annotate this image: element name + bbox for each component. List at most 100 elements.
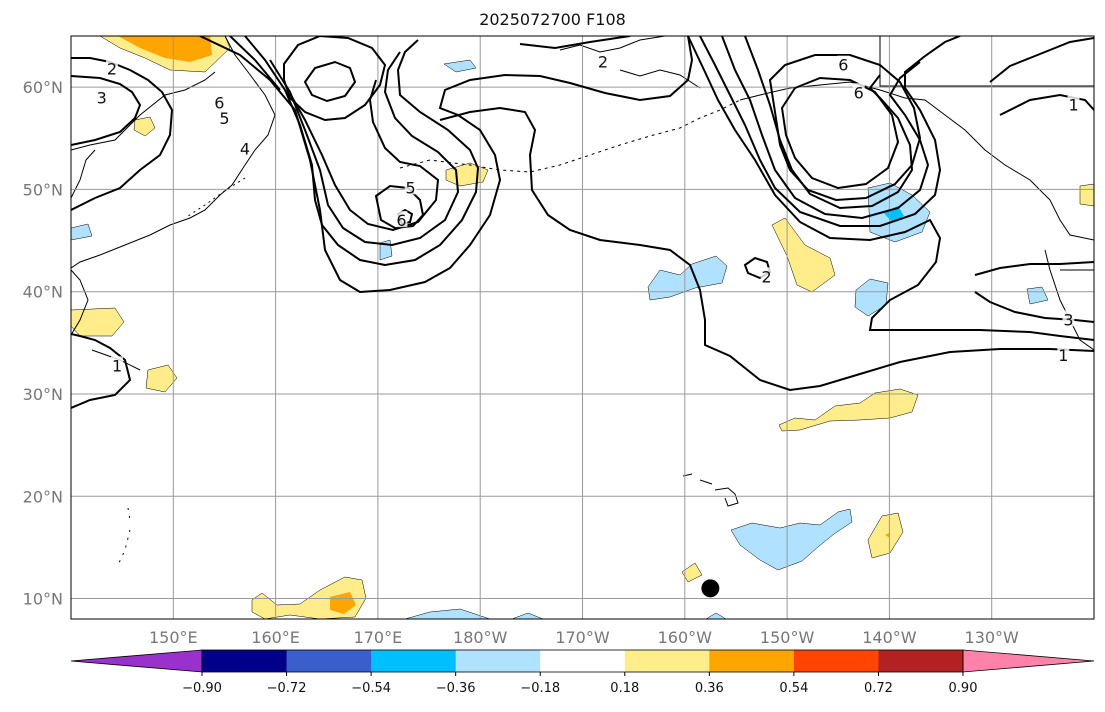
contour-label: 4 bbox=[240, 140, 250, 159]
contour-label: 5 bbox=[219, 109, 229, 128]
contour-ridge-south bbox=[439, 106, 1094, 392]
contour-label: 3 bbox=[1063, 310, 1073, 329]
shade-blue-ne bbox=[854, 278, 889, 317]
lon-tick-label: 150°W bbox=[760, 628, 815, 647]
colorbar-segment bbox=[286, 650, 372, 672]
lon-tick-label: 150°E bbox=[149, 628, 198, 647]
contour-ne-1 bbox=[989, 37, 1094, 116]
colorbar-segment bbox=[709, 650, 795, 672]
colorbar-segment bbox=[540, 650, 626, 672]
contour-6-north bbox=[283, 36, 387, 122]
contour-label-bg bbox=[837, 55, 850, 72]
shaded-field bbox=[71, 36, 1094, 619]
coast-kuril bbox=[184, 177, 246, 219]
colorbar-segment bbox=[878, 650, 964, 672]
contour-label-bg bbox=[111, 356, 124, 373]
colorbar-tick-labels: −0.90 −0.72 −0.54 −0.36 −0.18 0.18 0.36 0.54 0.7… bbox=[182, 672, 977, 696]
shade-yellow-se bbox=[867, 512, 904, 559]
colorbar-tick-label: −0.54 bbox=[351, 681, 391, 696]
coast-okhotsk-west bbox=[71, 71, 216, 151]
contour-label-bg bbox=[760, 267, 773, 284]
shade-yellow-hawaii-sm bbox=[681, 562, 703, 583]
lon-tick-label: 140°W bbox=[862, 628, 917, 647]
colorbar-extend-high bbox=[962, 649, 1095, 673]
lon-tick-label: 160°E bbox=[251, 628, 300, 647]
lat-tick-label: 30°N bbox=[23, 385, 63, 404]
shade-yellow-coast bbox=[1079, 183, 1094, 207]
colorbar-tick-label: −0.18 bbox=[520, 681, 560, 696]
map-title: 2025072700 F108 bbox=[479, 10, 626, 29]
contour-label: 6 bbox=[854, 83, 864, 102]
coast-kamchatka-asia bbox=[71, 36, 276, 269]
lat-tick-label: 10°N bbox=[23, 590, 63, 609]
contour-label-bg bbox=[95, 88, 108, 105]
contour-east-2 bbox=[699, 36, 961, 227]
latitude-labels: 60°N 50°N 40°N 30°N 20°N 10°N bbox=[23, 78, 63, 608]
contour-label-bg bbox=[395, 211, 408, 228]
contour-nw-north-5 bbox=[229, 36, 281, 91]
contour-east-5 bbox=[768, 54, 922, 202]
contour-east-6 bbox=[780, 76, 900, 190]
longitude-labels: 150°E 160°E 170°E 180°W 170°W 160°W 150°W 140°W… bbox=[149, 628, 1019, 647]
contour-east-3 bbox=[721, 36, 930, 220]
lat-tick-label: 20°N bbox=[23, 487, 63, 506]
contour-label-bg bbox=[1067, 95, 1080, 112]
colorbar-segment bbox=[455, 650, 541, 672]
contour-label-bg bbox=[238, 139, 251, 156]
contour-label-bg bbox=[852, 83, 865, 100]
contour-se-3 bbox=[974, 291, 1094, 323]
contour-ne-2 bbox=[974, 261, 1094, 276]
contour-3-west bbox=[244, 36, 480, 267]
contour-label-bg bbox=[218, 108, 231, 125]
colorbar-segment bbox=[624, 650, 710, 672]
contour-1-sw bbox=[71, 333, 132, 409]
contour-label: 2 bbox=[598, 53, 608, 72]
contour-label-bg bbox=[596, 52, 609, 69]
colorbar-tick-label: 0.36 bbox=[695, 681, 724, 696]
lon-tick-label: 130°W bbox=[965, 628, 1020, 647]
contour-5-west bbox=[287, 79, 440, 232]
contour-1-west bbox=[71, 75, 142, 146]
colorbar-segment bbox=[202, 650, 288, 672]
contour-label: 3 bbox=[97, 88, 107, 107]
colorbar-tick-label: 0.90 bbox=[949, 681, 978, 696]
contours bbox=[71, 36, 1094, 409]
shade-yellow-japan-sea bbox=[145, 364, 178, 393]
colorbar-outline bbox=[201, 649, 964, 673]
contour-label: 5 bbox=[406, 178, 416, 197]
lat-tick-label: 50°N bbox=[23, 180, 63, 199]
shade-yellow-subtrop bbox=[778, 388, 919, 432]
contour-5-center bbox=[374, 184, 425, 230]
coast-sakhalin bbox=[71, 149, 96, 199]
contour-label: 6 bbox=[214, 93, 224, 112]
lat-tick-label: 60°N bbox=[23, 78, 63, 97]
contour-1-big bbox=[199, 36, 694, 294]
contour-label: 1 bbox=[1058, 346, 1068, 365]
colorbar-tick-label: −0.36 bbox=[436, 681, 476, 696]
shade-blue-north bbox=[443, 59, 477, 73]
colorbar-segment bbox=[371, 650, 457, 672]
contour-east-outer bbox=[687, 36, 1094, 341]
shade-yellow-bar bbox=[133, 116, 156, 137]
colorbar-extend-low bbox=[70, 649, 203, 673]
shade-orange-nw bbox=[118, 36, 212, 62]
colorbar-tick-label: −0.90 bbox=[182, 681, 222, 696]
contour-label-bg bbox=[213, 93, 226, 110]
contour-label: 2 bbox=[107, 60, 117, 79]
shade-blue-bottom bbox=[404, 608, 727, 619]
colorbar-tick-label: −0.72 bbox=[267, 681, 307, 696]
gridlines bbox=[71, 36, 1094, 619]
shade-orange-sw bbox=[330, 592, 356, 614]
coastlines bbox=[71, 36, 1094, 566]
lon-tick-label: 170°E bbox=[354, 628, 403, 647]
contour-label: 1 bbox=[1068, 96, 1078, 115]
map-frame bbox=[70, 35, 1095, 620]
contour-4-west bbox=[269, 51, 460, 247]
shade-blue-coast bbox=[1026, 286, 1049, 305]
shade-yellow-nw-edge bbox=[71, 307, 125, 337]
contour-label: 2 bbox=[762, 267, 772, 286]
contour-label: 6 bbox=[396, 211, 406, 230]
contour-label-bg bbox=[1057, 346, 1070, 363]
coast-na-west bbox=[1044, 249, 1094, 351]
